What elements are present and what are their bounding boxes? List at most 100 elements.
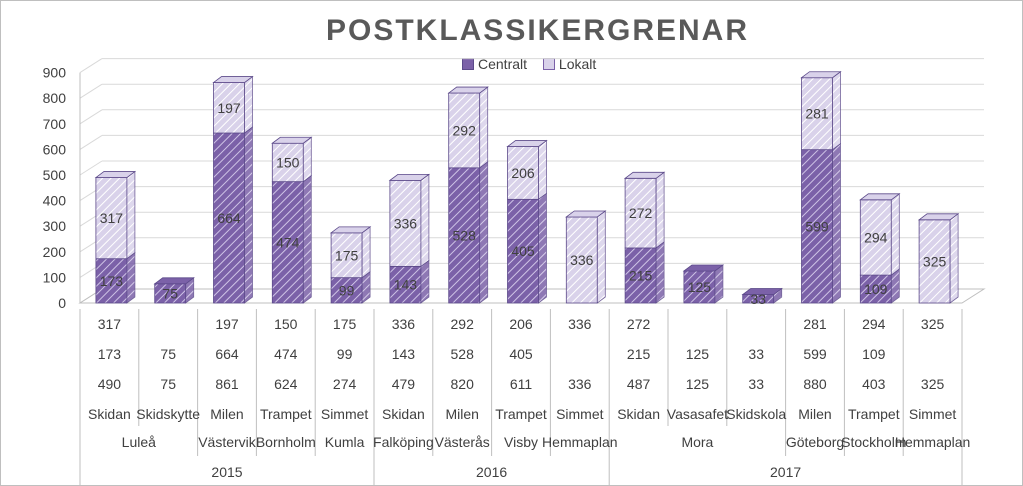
- data-label-centralt: 125: [688, 279, 712, 295]
- chart-title: POSTKLASSIKERGRENAR: [325, 14, 750, 47]
- table-cell: 33: [748, 346, 764, 362]
- bar-lokalt-side: [538, 139, 547, 201]
- table-cell: 336: [392, 316, 416, 332]
- category-label-place: Falköping: [373, 434, 434, 450]
- bar-centralt-front: [213, 132, 245, 304]
- bar-lokalt: [624, 171, 665, 249]
- category-label-race: Milen: [798, 406, 831, 422]
- bar-lokalt-front: [918, 219, 951, 304]
- bar-lokalt: [271, 136, 312, 183]
- data-label-centralt: 143: [394, 277, 418, 293]
- bar-lokalt-side: [596, 210, 606, 304]
- bar-top: [506, 140, 548, 147]
- bar-centralt: [154, 276, 195, 304]
- bar-centralt-side: [126, 251, 136, 304]
- bar-top: [94, 171, 137, 178]
- table-cell: 474: [274, 346, 298, 362]
- bar-lokalt-side: [890, 193, 900, 276]
- table-cell: 109: [862, 346, 886, 362]
- table-cell: 33: [748, 376, 764, 392]
- bar-top: [388, 173, 431, 181]
- category-label-place: Hemmaplan: [895, 434, 970, 450]
- grid-slant: [79, 83, 103, 99]
- bar-lokalt-side: [420, 173, 430, 268]
- bar-lokalt-side: [655, 171, 665, 249]
- data-label-lokalt: 336: [570, 252, 594, 268]
- floor: [78, 288, 986, 304]
- table-cell: 403: [862, 376, 886, 392]
- bar-top: [153, 277, 195, 285]
- bar-centralt-side: [832, 142, 841, 304]
- table-cell: 125: [686, 376, 710, 392]
- category-label-race: Vasasafet: [667, 406, 728, 422]
- table-cell: 173: [98, 346, 122, 362]
- table-cell: 405: [509, 346, 533, 362]
- bar-centralt: [95, 251, 136, 304]
- bar-top: [271, 136, 313, 144]
- bar-lokalt-front: [801, 77, 833, 151]
- data-label-centralt: 75: [162, 285, 178, 301]
- y-tick-label: 400: [43, 193, 67, 209]
- table-cell: 490: [98, 376, 122, 392]
- category-label-race: Simmet: [909, 406, 957, 422]
- table-cell: 599: [803, 346, 827, 362]
- data-label-centralt: 33: [750, 291, 766, 307]
- table-cell: 336: [568, 376, 592, 392]
- bar-centralt: [507, 192, 547, 304]
- category-label-race: Trampet: [260, 406, 312, 422]
- bar-lokalt-front: [448, 92, 481, 169]
- category-label-race: Skidan: [88, 406, 131, 422]
- data-label-lokalt: 317: [100, 210, 124, 226]
- category-label-year: 2017: [770, 464, 801, 480]
- category-label-place: Västervik: [198, 434, 257, 450]
- bar-lokalt: [330, 226, 371, 279]
- bar-centralt-side: [538, 192, 547, 304]
- table-cell: 820: [451, 376, 475, 392]
- data-label-centralt: 599: [805, 218, 829, 234]
- category-label-race: Milen: [445, 406, 478, 422]
- data-label-lokalt: 272: [629, 205, 653, 221]
- category-label-place: Göteborg: [786, 434, 844, 450]
- category-label-place: Kumla: [325, 434, 365, 450]
- table-cell: 664: [215, 346, 239, 362]
- category-label-race: Skidan: [617, 406, 660, 422]
- bar-lokalt: [859, 193, 900, 276]
- bar-lokalt-side: [302, 136, 312, 183]
- legend-item-centralt: Centralt: [462, 56, 527, 72]
- data-label-lokalt: 150: [276, 154, 300, 170]
- bar-centralt-front: [389, 265, 422, 304]
- table-cell: 99: [337, 346, 353, 362]
- bar-top: [917, 213, 960, 221]
- category-label-race: Skidskytte: [136, 406, 200, 422]
- bar-lokalt-side: [832, 70, 841, 151]
- bar-lokalt-side: [949, 213, 959, 304]
- table-cell: 206: [509, 316, 533, 332]
- bar-centralt-front: [271, 181, 304, 304]
- category-label-place: Luleå: [122, 434, 156, 450]
- y-tick-label: 700: [43, 116, 67, 132]
- bar-centralt: [624, 241, 665, 304]
- bar-centralt-front: [624, 247, 657, 304]
- bar-lokalt-side: [479, 86, 489, 169]
- bar-lokalt: [507, 139, 547, 201]
- bar-centralt-side: [479, 161, 489, 304]
- grid-slant: [79, 109, 103, 125]
- category-label-place: Hemmaplan: [542, 434, 617, 450]
- table-cell: 317: [98, 316, 122, 332]
- data-label-centralt: 664: [217, 210, 241, 226]
- table-cell: 197: [215, 316, 239, 332]
- data-label-lokalt: 336: [394, 215, 418, 231]
- table-cell: 336: [568, 316, 592, 332]
- data-label-centralt: 99: [339, 282, 355, 298]
- bar-lokalt-front: [95, 177, 128, 260]
- grid-slant: [79, 58, 103, 74]
- bar-centralt: [683, 264, 724, 304]
- bar-lokalt-front: [624, 177, 657, 249]
- bar-centralt-front: [683, 270, 716, 304]
- bar-top: [800, 71, 842, 79]
- bar-centralt: [271, 174, 312, 304]
- data-label-centralt: 474: [276, 234, 300, 250]
- bar-top: [623, 171, 666, 179]
- category-label-race: Simmet: [321, 406, 369, 422]
